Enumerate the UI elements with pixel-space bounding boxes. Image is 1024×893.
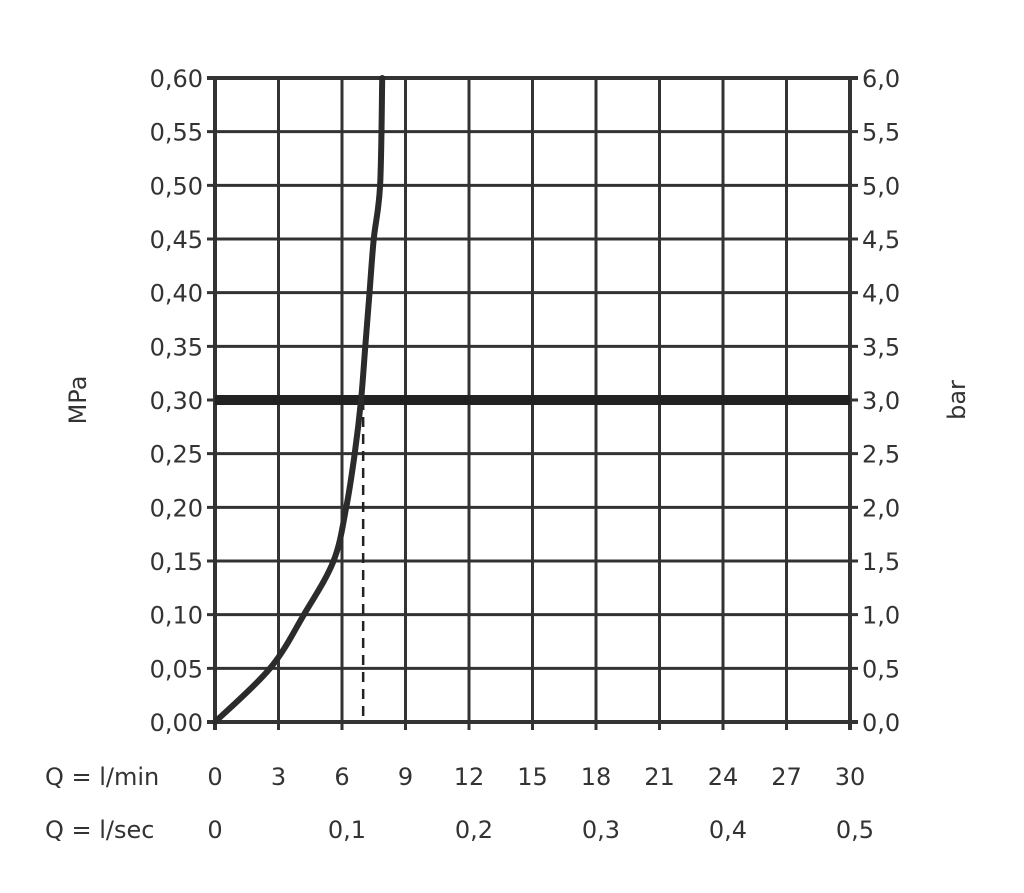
y-tick-label-left: 0,15	[150, 548, 203, 576]
marks	[212, 75, 850, 725]
y-axis-label-left: MPa	[64, 376, 92, 425]
y-tick-label-left: 0,00	[150, 709, 203, 737]
x-tick-label-lmin: 15	[517, 763, 548, 791]
y-tick-label-right: 1,5	[862, 548, 900, 576]
x-tick-label-lmin: 18	[581, 763, 612, 791]
y-tick-label-left: 0,30	[150, 387, 203, 415]
series-line	[212, 75, 386, 725]
x-tick-label-lsec: 0	[207, 816, 222, 844]
y-tick-label-left: 0,35	[150, 333, 203, 361]
y-tick-label-left: 0,20	[150, 494, 203, 522]
y-tick-label-left: 0,25	[150, 441, 203, 469]
y-tick-label-right: 5,5	[862, 119, 900, 147]
x-tick-label-lmin: 12	[454, 763, 485, 791]
x-tick-label-lmin: 21	[644, 763, 675, 791]
x-tick-label-lsec: 0,5	[836, 816, 874, 844]
x-tick-label-lmin: 0	[207, 763, 222, 791]
x-tick-label-lmin: 27	[771, 763, 802, 791]
y-tick-label-left: 0,50	[150, 172, 203, 200]
y-tick-label-left: 0,10	[150, 602, 203, 630]
x-tick-label-lmin: 24	[708, 763, 739, 791]
x-tick-label-lsec: 0,2	[455, 816, 493, 844]
y-tick-label-right: 3,0	[862, 387, 900, 415]
y-tick-label-right: 2,5	[862, 441, 900, 469]
y-tick-label-right: 0,0	[862, 709, 900, 737]
y-tick-label-right: 2,0	[862, 494, 900, 522]
labels: 0 3 6 9 12 15 18 21 24 27 30 0 0,1 0,2 0,3 0,4 0,5 0,00 0,…	[150, 65, 901, 844]
y-tick-label-right: 0,5	[862, 655, 900, 683]
y-tick-label-right: 4,5	[862, 226, 900, 254]
y-tick-label-left: 0,40	[150, 280, 203, 308]
y-axis-label-right: bar	[943, 380, 971, 420]
y-tick-label-left: 0,45	[150, 226, 203, 254]
x-row-label-lsec: Q = l/sec	[45, 816, 154, 844]
y-tick-label-left: 0,55	[150, 119, 203, 147]
y-tick-label-right: 3,5	[862, 333, 900, 361]
x-tick-label-lmin: 30	[835, 763, 866, 791]
x-tick-label-lmin: 9	[398, 763, 413, 791]
x-tick-label-lsec: 0,1	[328, 816, 366, 844]
y-tick-label-left: 0,60	[150, 65, 203, 93]
x-row-label-lmin: Q = l/min	[45, 763, 159, 791]
y-tick-label-right: 6,0	[862, 65, 900, 93]
y-tick-label-right: 5,0	[862, 172, 900, 200]
x-tick-label-lmin: 6	[334, 763, 349, 791]
y-tick-label-left: 0,05	[150, 655, 203, 683]
x-tick-label-lsec: 0,4	[709, 816, 747, 844]
x-tick-label-lmin: 3	[271, 763, 286, 791]
x-tick-label-lsec: 0,3	[582, 816, 620, 844]
y-tick-label-right: 1,0	[862, 602, 900, 630]
y-tick-label-right: 4,0	[862, 280, 900, 308]
